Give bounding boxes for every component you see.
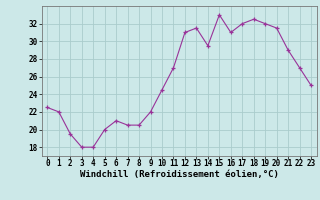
- X-axis label: Windchill (Refroidissement éolien,°C): Windchill (Refroidissement éolien,°C): [80, 170, 279, 179]
